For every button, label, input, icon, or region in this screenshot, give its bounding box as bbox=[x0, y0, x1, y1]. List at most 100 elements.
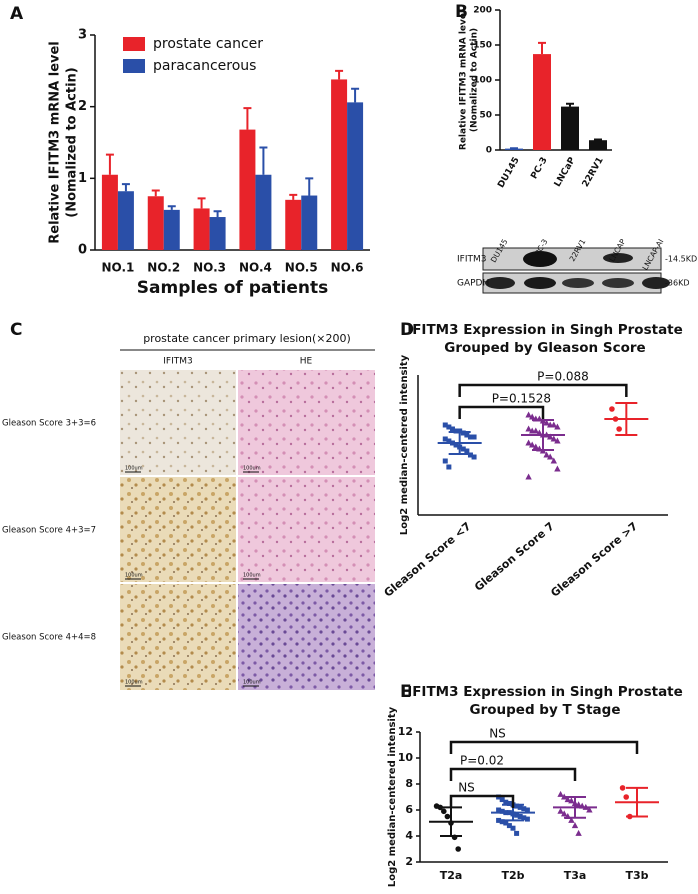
ihc-image bbox=[238, 477, 375, 582]
row-label: Gleason Score 4+3=7 bbox=[2, 526, 96, 536]
chart-title: Grouped by Gleason Score bbox=[444, 340, 645, 356]
x-tick-label: LNCaP bbox=[553, 155, 578, 189]
error-bar bbox=[259, 148, 267, 175]
chart-title: Grouped by T Stage bbox=[470, 702, 621, 718]
legend-swatch bbox=[123, 37, 145, 51]
bar bbox=[347, 102, 363, 250]
row-label: Gleason Score 4+4=8 bbox=[2, 633, 96, 643]
bar bbox=[210, 217, 226, 250]
chart-title: IFITM3 Expression in Singh Prostate bbox=[407, 684, 683, 700]
comparison-label: NS bbox=[489, 727, 506, 741]
y-tick-label: 10 bbox=[398, 751, 414, 764]
point bbox=[557, 808, 563, 814]
x-tick-label: NO.5 bbox=[285, 261, 318, 275]
y-tick-label: 4 bbox=[405, 829, 413, 842]
point bbox=[455, 846, 461, 852]
ihc-image bbox=[120, 477, 236, 582]
x-tick-label: DU145 bbox=[496, 156, 521, 190]
chart-title: IFITM3 Expression in Singh Prostate bbox=[407, 322, 683, 338]
error-bar bbox=[538, 43, 546, 54]
x-tick-label: NO.3 bbox=[193, 261, 226, 275]
x-tick-label: Gleason Score <7 bbox=[382, 520, 474, 600]
panel-label: A bbox=[10, 4, 24, 24]
error-bar bbox=[122, 184, 130, 191]
comparison-bracket bbox=[451, 742, 637, 754]
point bbox=[525, 474, 531, 480]
point bbox=[623, 794, 629, 800]
point bbox=[441, 809, 447, 815]
scale-label: 100um bbox=[243, 573, 261, 579]
column-label: IFITM3 bbox=[163, 357, 192, 367]
point bbox=[616, 426, 622, 432]
error-bar bbox=[214, 211, 222, 217]
y-axis-label: Log2 median-centered intensity bbox=[399, 354, 410, 535]
legend-label: prostate cancer bbox=[153, 36, 263, 52]
y-tick-label: 3 bbox=[78, 28, 87, 43]
legend-label: paracancerous bbox=[153, 58, 256, 74]
y-tick-label: 50 bbox=[479, 111, 492, 121]
y-axis-label: Log2 median-centered intensity bbox=[387, 706, 398, 887]
x-tick-label: Gleason Score 7 bbox=[472, 520, 557, 594]
bar bbox=[589, 140, 607, 150]
bar bbox=[533, 54, 551, 150]
blot-band bbox=[602, 278, 634, 288]
x-tick-label: T2b bbox=[501, 869, 524, 882]
point bbox=[472, 455, 477, 460]
ihc-image bbox=[238, 584, 375, 690]
comparison-label: P=0.02 bbox=[460, 754, 504, 768]
scale-label: 100um bbox=[125, 573, 143, 579]
bar bbox=[102, 175, 118, 250]
error-bar bbox=[168, 206, 176, 210]
y-axis-label: (Nomalized to Actin) bbox=[65, 67, 80, 218]
y-tick-label: 0 bbox=[78, 243, 87, 258]
x-tick-label: NO.1 bbox=[101, 261, 134, 275]
error-bar bbox=[335, 71, 343, 80]
y-tick-label: 6 bbox=[405, 803, 413, 816]
comparison-bracket bbox=[451, 769, 575, 781]
error-bar bbox=[351, 89, 359, 103]
ihc-image bbox=[120, 584, 236, 690]
bar bbox=[194, 208, 210, 250]
point bbox=[557, 791, 563, 797]
bar bbox=[164, 210, 180, 250]
comparison-label: P=0.088 bbox=[537, 370, 589, 384]
ihc-image bbox=[238, 370, 375, 475]
bar bbox=[301, 196, 317, 250]
x-tick-label: T3b bbox=[625, 869, 648, 882]
bar bbox=[148, 196, 164, 250]
blot-band bbox=[562, 278, 594, 288]
error-bar bbox=[566, 104, 574, 107]
bar bbox=[285, 200, 301, 250]
point bbox=[525, 817, 530, 822]
x-tick-label: T3a bbox=[564, 869, 587, 882]
point bbox=[472, 435, 477, 440]
scale-label: 100um bbox=[243, 466, 261, 472]
y-axis-label: Relative IFITM3 mRNA level bbox=[48, 41, 63, 244]
error-bar bbox=[243, 108, 251, 130]
row-label: Gleason Score 3+3=6 bbox=[2, 419, 96, 429]
column-label: HE bbox=[300, 357, 313, 367]
x-tick-label: NO.2 bbox=[147, 261, 180, 275]
bar bbox=[255, 175, 271, 250]
ihc-title: prostate cancer primary lesion(×200) bbox=[143, 332, 351, 345]
point bbox=[511, 826, 516, 831]
y-tick-label: 200 bbox=[473, 6, 492, 16]
scale-label: 100um bbox=[243, 680, 261, 686]
error-bar bbox=[305, 178, 313, 195]
y-axis-label: (Nomalized to Actin) bbox=[470, 28, 480, 132]
y-tick-label: 12 bbox=[398, 725, 413, 738]
y-tick-label: 0 bbox=[486, 146, 492, 156]
error-bar bbox=[594, 140, 602, 141]
panel-label: C bbox=[10, 320, 22, 340]
ihc-image bbox=[120, 370, 236, 475]
y-tick-label: 2 bbox=[405, 855, 413, 868]
blot-row-label: GAPDH bbox=[457, 279, 489, 289]
blot-size-label: -36KD bbox=[665, 279, 689, 288]
point bbox=[443, 459, 448, 464]
point bbox=[446, 465, 451, 470]
x-axis-label: Samples of patients bbox=[137, 278, 328, 298]
error-bar bbox=[289, 195, 297, 200]
scale-label: 100um bbox=[125, 466, 143, 472]
point bbox=[572, 822, 578, 828]
